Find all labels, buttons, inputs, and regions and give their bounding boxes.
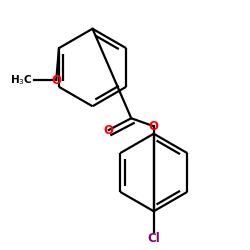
Text: O: O xyxy=(149,120,159,133)
Text: O: O xyxy=(104,124,114,136)
Text: H$_3$C: H$_3$C xyxy=(10,73,32,87)
Text: O: O xyxy=(51,74,61,86)
Text: Cl: Cl xyxy=(148,232,160,244)
